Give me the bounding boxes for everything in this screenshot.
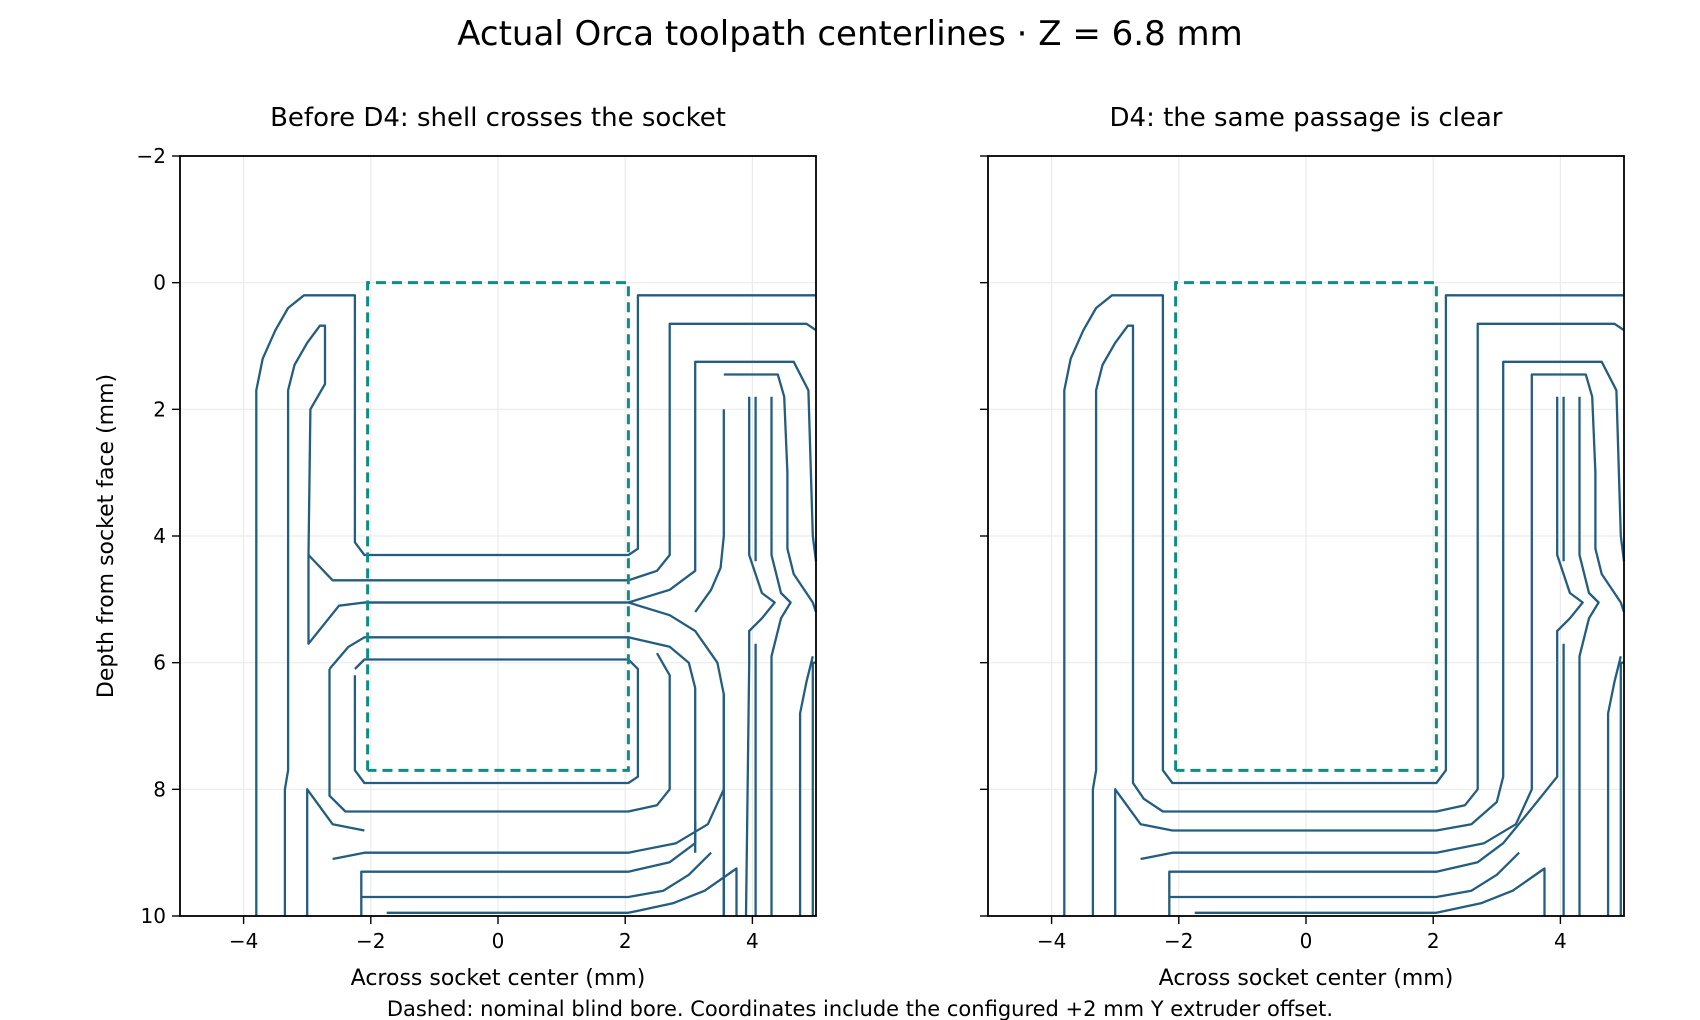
toolpath-line-1 [1091, 322, 1625, 916]
x-tick-label: 0 [1300, 929, 1313, 953]
y-tick-label: 6 [153, 651, 166, 675]
panel-before-d4: Before D4: shell crosses the socket −4 −2… [94, 103, 818, 991]
panel-title: Before D4: shell crosses the socket [270, 103, 726, 133]
toolpath-line-3 [1140, 373, 1626, 861]
bore-outline [1174, 281, 1438, 772]
y-axis-label: Depth from socket face (mm) [94, 374, 119, 698]
figure-title: Actual Orca toolpath centerlines · Z = 6… [457, 14, 1243, 54]
toolpath-line-2 [1114, 360, 1626, 916]
x-tick-label: 2 [619, 929, 632, 953]
toolpath-series [1063, 294, 1626, 916]
x-axis-ticks: −4 −2 0 2 4 [229, 916, 759, 953]
x-tick-label: 4 [1554, 929, 1567, 953]
toolpath-line-0 [1063, 294, 1624, 916]
toolpath-line-9 [1606, 656, 1622, 916]
toolpath-line-6 [307, 360, 818, 645]
toolpath-line-16 [353, 658, 640, 785]
toolpath-series [255, 294, 818, 917]
toolpath-line-2 [307, 322, 817, 582]
toolpath-line-9 [694, 409, 725, 613]
y-axis-ticks: −2 0 2 4 6 8 10 [137, 144, 180, 928]
toolpath-line-3 [306, 788, 365, 916]
panel-d4: D4: the same passage is clear −4 −2 0 2 4 Ac… [980, 103, 1626, 991]
toolpath-line-17 [328, 652, 671, 813]
bore-outline [366, 281, 630, 772]
toolpath-line-0 [255, 294, 816, 916]
toolpath-line-14 [798, 656, 814, 916]
grid [988, 155, 1624, 917]
x-tick-label: 2 [1427, 929, 1440, 953]
x-axis-label: Across socket center (mm) [1159, 966, 1454, 991]
panel-title: D4: the same passage is clear [1110, 103, 1503, 133]
toolpath-line-5 [1556, 396, 1584, 663]
x-axis-ticks: −4 −2 0 2 4 [1037, 916, 1567, 953]
x-tick-label: −2 [1164, 929, 1193, 953]
x-tick-label: 4 [746, 929, 759, 953]
toolpath-line-21 [361, 851, 712, 899]
toolpath-line-1 [283, 324, 327, 916]
toolpath-line-7 [723, 373, 818, 613]
toolpath-line-19 [332, 788, 725, 861]
figure-caption: Dashed: nominal blind bore. Coordinates … [387, 997, 1333, 1020]
y-axis-ticks [980, 155, 988, 917]
y-tick-label: 10 [141, 904, 166, 928]
bore-dashed-rect [1174, 281, 1438, 772]
toolpath-line-4 [328, 636, 697, 853]
toolpath-line-10 [1619, 661, 1624, 916]
toolpath-line-6 [1578, 396, 1600, 916]
y-tick-label: 4 [153, 524, 166, 548]
toolpath-line-12 [1169, 851, 1520, 899]
x-tick-label: −2 [356, 929, 385, 953]
y-tick-label: 2 [153, 397, 166, 421]
x-tick-label: −4 [1037, 929, 1066, 953]
grid [180, 155, 816, 917]
y-tick-label: −2 [137, 144, 166, 168]
toolpath-line-15 [811, 661, 816, 916]
bore-dashed-rect [366, 281, 630, 772]
y-tick-label: 8 [153, 777, 166, 801]
toolpath-line-11 [770, 396, 792, 916]
toolpath-line-10 [744, 396, 776, 917]
toolpath-line-18 [360, 821, 697, 916]
toolpath-line-11 [1194, 867, 1546, 916]
y-tick-label: 0 [153, 271, 166, 295]
x-tick-label: −4 [229, 929, 258, 953]
toolpath-line-4 [1168, 662, 1559, 916]
x-axis-label: Across socket center (mm) [351, 966, 646, 991]
x-tick-label: 0 [492, 929, 505, 953]
toolpath-line-20 [386, 867, 738, 916]
